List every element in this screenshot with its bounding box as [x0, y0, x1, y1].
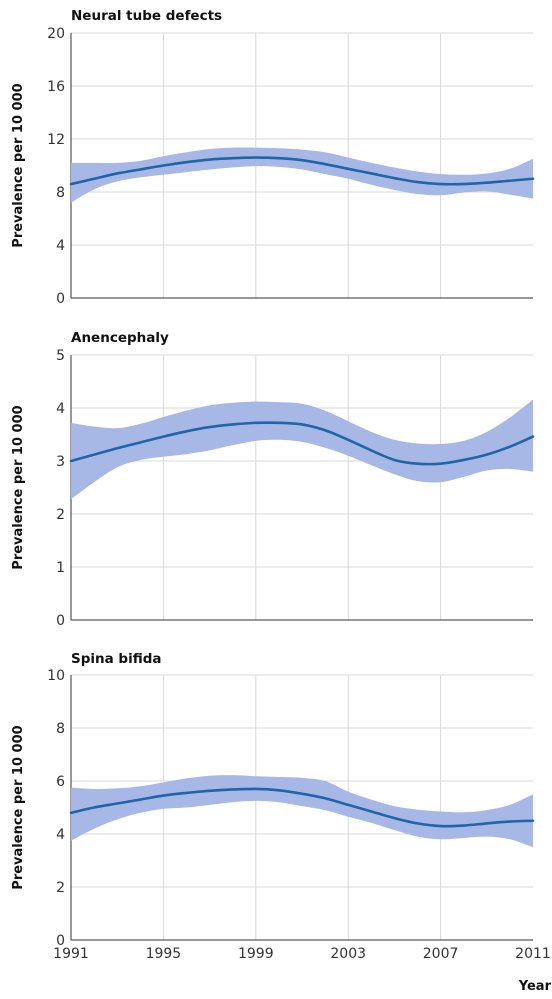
panel-title: Spina bifida [71, 651, 162, 667]
y-tick-label: 1 [56, 560, 65, 576]
panel-spina-bifida: 0 2 4 6 8 10 1991 1995 1999 2003 2007 2011 Spina bif… [11, 651, 551, 962]
x-tick-label: 2007 [423, 946, 459, 962]
trend-line [69, 156, 535, 186]
y-tick-label: 8 [56, 721, 65, 737]
y-tick-label: 5 [56, 348, 65, 364]
y-tick-label: 8 [56, 185, 65, 201]
y-tick-label: 4 [56, 401, 65, 417]
panel-title: Neural tube defects [71, 8, 222, 24]
x-tick-label: 2003 [330, 946, 366, 962]
y-tick-label: 20 [47, 26, 65, 42]
confidence-band [71, 775, 533, 848]
y-axis-label: Prevalence per 10 000 [11, 83, 26, 247]
panel-neural-tube-defects: 0 4 8 12 16 20 Neural tube defects Prevalence p… [11, 8, 535, 307]
x-axis-label: Year [518, 979, 552, 994]
y-tick-label: 12 [47, 132, 65, 148]
confidence-band [71, 399, 533, 500]
y-tick-label: 0 [56, 291, 65, 307]
x-tick-label: 1995 [146, 946, 182, 962]
y-tick-label: 16 [47, 79, 65, 95]
x-tick-label: 1999 [238, 946, 274, 962]
x-tick-label: 2011 [515, 946, 551, 962]
y-tick-label: 3 [56, 454, 65, 470]
y-axis-label: Prevalence per 10 000 [11, 725, 26, 889]
trend-line [69, 787, 535, 828]
y-tick-label: 0 [56, 613, 65, 629]
y-tick-label: 4 [56, 238, 65, 254]
y-tick-label: 2 [56, 507, 65, 523]
y-tick-label: 0 [56, 933, 65, 949]
y-axis-label: Prevalence per 10 000 [11, 405, 26, 569]
confidence-band [71, 147, 533, 203]
panel-title: Anencephaly [71, 330, 169, 346]
y-tick-label: 6 [56, 774, 65, 790]
y-tick-label: 2 [56, 880, 65, 896]
y-tick-label: 10 [47, 668, 65, 684]
y-tick-label: 4 [56, 827, 65, 843]
panel-anencephaly: 0 1 2 3 4 5 Anencephaly Prevalence per 10 000 [11, 330, 535, 629]
x-tick-label: 1991 [53, 946, 89, 962]
trend-line [69, 421, 535, 466]
